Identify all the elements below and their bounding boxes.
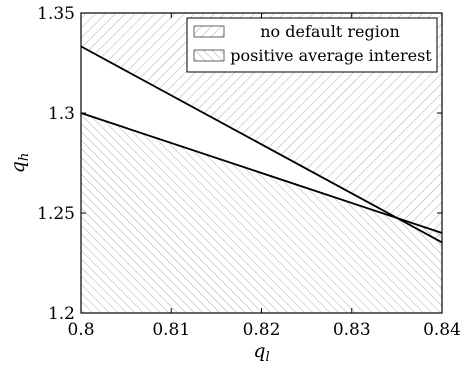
y-tick-label: 1.25 — [37, 204, 75, 224]
boundary-line-1 — [81, 45, 442, 244]
x-axis-label-subscript: l — [266, 350, 270, 365]
legend-swatch-1 — [193, 25, 225, 38]
x-tick-label: 0.8 — [67, 320, 94, 340]
legend-label-2: positive average interest — [230, 46, 432, 65]
boundary-line-2 — [81, 112, 442, 234]
x-axis-label: ql — [253, 340, 269, 365]
legend-swatch-2 — [193, 49, 225, 62]
y-axis-label: qh — [7, 153, 32, 174]
legend: no default region positive average intere… — [186, 17, 438, 73]
x-tick-label: 0.84 — [423, 320, 461, 340]
y-tick-label: 1.3 — [48, 104, 75, 124]
x-tick-label: 0.82 — [243, 320, 281, 340]
region-fill-2 — [81, 113, 442, 313]
x-tick-label: 0.83 — [333, 320, 371, 340]
y-axis-label-subscript: h — [17, 153, 32, 161]
x-tick-label: 0.81 — [152, 320, 190, 340]
y-tick-label: 1.35 — [37, 4, 75, 24]
legend-box — [186, 17, 438, 73]
legend-label-1: no default region — [260, 22, 400, 41]
y-tick-label: 1.2 — [48, 304, 75, 324]
